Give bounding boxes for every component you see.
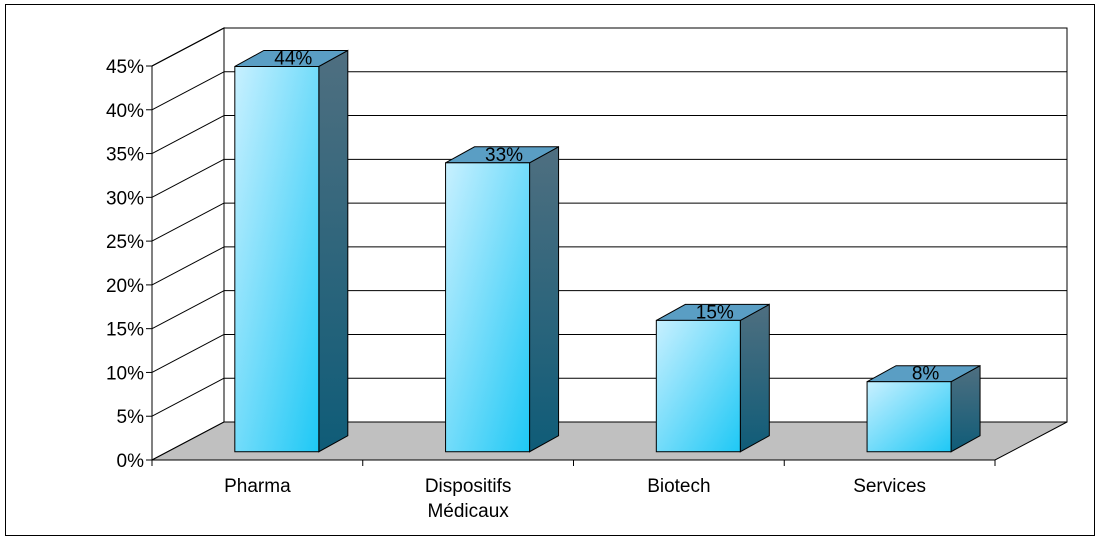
y-tick-label: 20% bbox=[106, 276, 144, 297]
bar: 15% bbox=[655, 302, 770, 453]
gridline-side bbox=[151, 246, 225, 286]
data-label: 15% bbox=[696, 302, 734, 323]
gridlines bbox=[151, 27, 1067, 417]
gridline-side bbox=[151, 334, 225, 373]
x-axis: Pharma Dispositifs Médicaux Biotech Services bbox=[151, 459, 996, 522]
bar: 33% bbox=[445, 145, 560, 453]
y-tick-label: 45% bbox=[106, 57, 144, 78]
x-category-label: Biotech bbox=[647, 476, 710, 497]
gridline-side bbox=[151, 71, 225, 111]
x-category-label-line: Médicaux bbox=[427, 501, 509, 522]
y-tick-label: 15% bbox=[106, 320, 144, 341]
data-label: 33% bbox=[485, 145, 523, 166]
bar-side bbox=[739, 303, 770, 453]
y-tick-label: 0% bbox=[117, 451, 145, 472]
gridline-side bbox=[151, 158, 225, 198]
gridline-side bbox=[151, 27, 225, 67]
gridline-side bbox=[151, 377, 225, 417]
data-label: 44% bbox=[274, 48, 312, 69]
x-category-label: Pharma bbox=[224, 476, 291, 497]
bar-front bbox=[866, 381, 952, 453]
chart-walls bbox=[151, 27, 1068, 461]
bar-front bbox=[445, 162, 531, 453]
bar-side bbox=[318, 49, 349, 453]
y-tick-label: 30% bbox=[106, 188, 144, 209]
x-category-label-line: Pharma bbox=[224, 476, 291, 497]
x-category-label-line: Dispositifs bbox=[425, 476, 512, 497]
x-category-label-line: Services bbox=[853, 476, 926, 497]
bar-front bbox=[655, 319, 741, 453]
y-tick-label: 35% bbox=[106, 145, 144, 166]
bar-side bbox=[529, 145, 560, 453]
gridline-side bbox=[151, 202, 225, 242]
x-category-label: Services bbox=[853, 476, 926, 497]
data-label: 8% bbox=[912, 364, 940, 385]
back-wall bbox=[223, 27, 1068, 423]
bar: 8% bbox=[866, 364, 981, 453]
y-axis: 0% 5% 10% 15% 20% 25% 30% 35% 40% 45% bbox=[106, 57, 153, 472]
side-wall bbox=[151, 27, 225, 461]
gridline-side bbox=[151, 115, 225, 154]
gridline-side bbox=[151, 290, 225, 330]
x-category-label-line: Biotech bbox=[647, 476, 710, 497]
bar-front bbox=[234, 65, 320, 453]
y-tick-label: 25% bbox=[106, 232, 144, 253]
bars: 44% 33% 15% 8% bbox=[234, 48, 981, 453]
bar: 44% bbox=[234, 48, 349, 453]
y-tick-label: 10% bbox=[106, 363, 144, 384]
y-tick-label: 40% bbox=[106, 101, 144, 122]
x-category-label: Dispositifs Médicaux bbox=[425, 476, 512, 522]
y-tick-label: 5% bbox=[117, 407, 145, 428]
